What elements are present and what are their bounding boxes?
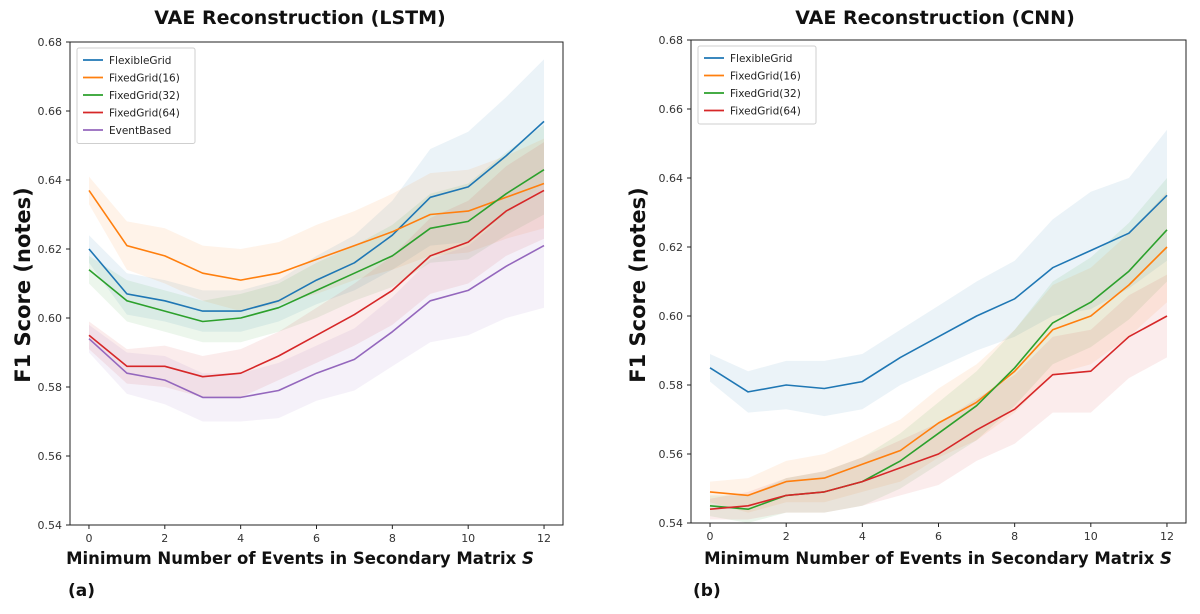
y-axis-label: F1 Score (notes) [11, 187, 35, 383]
y-tick-label: 0.66 [659, 103, 684, 116]
legend-box [76, 47, 196, 144]
y-tick-label: 0.60 [38, 312, 63, 325]
y-tick-label: 0.54 [38, 519, 63, 532]
legend-label-flexiblegrid: FlexibleGrid [109, 55, 171, 67]
legend-label-fixedgrid-64: FixedGrid(64) [109, 108, 180, 120]
y-tick-label: 0.64 [38, 174, 63, 187]
legend-box [697, 45, 817, 125]
confidence-band-fixedgrid-32 [89, 124, 544, 343]
confidence-band-flexiblegrid [89, 59, 544, 332]
x-tick-label: 10 [1084, 530, 1098, 543]
legend-label-fixedgrid-16: FixedGrid(16) [109, 73, 180, 85]
chart-panel-lstm: VAE Reconstruction (LSTM) F1 Score (note… [11, 7, 564, 601]
panel-label: (b) [693, 581, 721, 601]
legend-label-fixedgrid-32: FixedGrid(32) [109, 90, 180, 102]
legend: FlexibleGrid FixedGrid(16) FixedGrid(32) Fi… [697, 45, 817, 125]
confidence-band-fixedgrid-64 [89, 142, 544, 398]
x-tick-label: 10 [461, 532, 475, 545]
chart-title: VAE Reconstruction (LSTM) [154, 7, 445, 29]
series-line-eventbased [88, 244, 545, 399]
y-tick-label: 0.58 [38, 381, 63, 394]
y-tick-label: 0.56 [38, 450, 63, 463]
legend-label-flexiblegrid: FlexibleGrid [730, 53, 792, 65]
x-tick-label: 0 [85, 532, 92, 545]
y-tick-label: 0.60 [659, 310, 684, 323]
y-axis-label: F1 Score (notes) [626, 187, 650, 383]
legend: FlexibleGrid FixedGrid(16) FixedGrid(32) Fi… [76, 47, 196, 144]
y-tick-label: 0.62 [659, 241, 684, 254]
confidence-band-fixedgrid-64 [710, 274, 1167, 520]
legend-label-fixedgrid-64: FixedGrid(64) [730, 106, 801, 118]
y-tick-label: 0.62 [38, 243, 63, 256]
x-tick-label: 12 [537, 532, 551, 545]
plot-frame [690, 39, 1187, 524]
series-line-fixedgrid-16 [88, 182, 545, 281]
x-tick-label: 4 [237, 532, 244, 545]
x-axis-label-text: Minimum Number of Events in Secondary Ma… [66, 549, 517, 568]
series-line-fixedgrid-64 [88, 189, 545, 378]
y-tick-label: 0.54 [659, 517, 684, 530]
series-line-fixedgrid-32 [88, 169, 545, 323]
y-tick-label: 0.66 [38, 105, 63, 118]
x-tick-label: 8 [1011, 530, 1018, 543]
legend-label-eventbased: EventBased [109, 125, 171, 137]
confidence-band-fixedgrid-16 [710, 191, 1167, 513]
x-tick-label: 0 [707, 530, 714, 543]
x-tick-label: 4 [859, 530, 866, 543]
legend-label-fixedgrid-16: FixedGrid(16) [730, 71, 801, 83]
series-line-flexiblegrid [709, 194, 1168, 393]
x-tick-label: 8 [389, 532, 396, 545]
x-tick-label: 2 [161, 532, 168, 545]
confidence-band-fixedgrid-16 [89, 138, 544, 312]
y-tick-label: 0.68 [38, 36, 63, 49]
y-tick-label: 0.68 [659, 34, 684, 47]
x-tick-label: 2 [783, 530, 790, 543]
x-tick-label: 6 [935, 530, 942, 543]
x-tick-label: 12 [1160, 530, 1174, 543]
x-axis-label: Minimum Number of Events in Secondary Ma… [704, 549, 1172, 568]
x-axis-label-symbol: S [522, 549, 534, 568]
confidence-band-flexiblegrid [710, 129, 1167, 417]
y-tick-label: 0.56 [659, 448, 684, 461]
x-tick-label: 6 [313, 532, 320, 545]
panel-label: (a) [68, 581, 95, 601]
y-tick-label: 0.64 [659, 172, 684, 185]
legend-label-fixedgrid-32: FixedGrid(32) [730, 88, 801, 100]
plot-frame [69, 41, 564, 526]
x-axis-label-symbol: S [1160, 549, 1172, 568]
x-axis-label: Minimum Number of Events in Secondary Ma… [66, 549, 534, 568]
series-line-fixedgrid-64 [709, 315, 1168, 510]
y-tick-label: 0.58 [659, 379, 684, 392]
x-axis-label-text: Minimum Number of Events in Secondary Ma… [704, 549, 1155, 568]
series-line-flexiblegrid [88, 120, 545, 312]
chart-panel-cnn: VAE Reconstruction (CNN) F1 Score (notes… [626, 7, 1187, 601]
series-line-fixedgrid-16 [709, 246, 1168, 497]
chart-title: VAE Reconstruction (CNN) [795, 7, 1075, 29]
